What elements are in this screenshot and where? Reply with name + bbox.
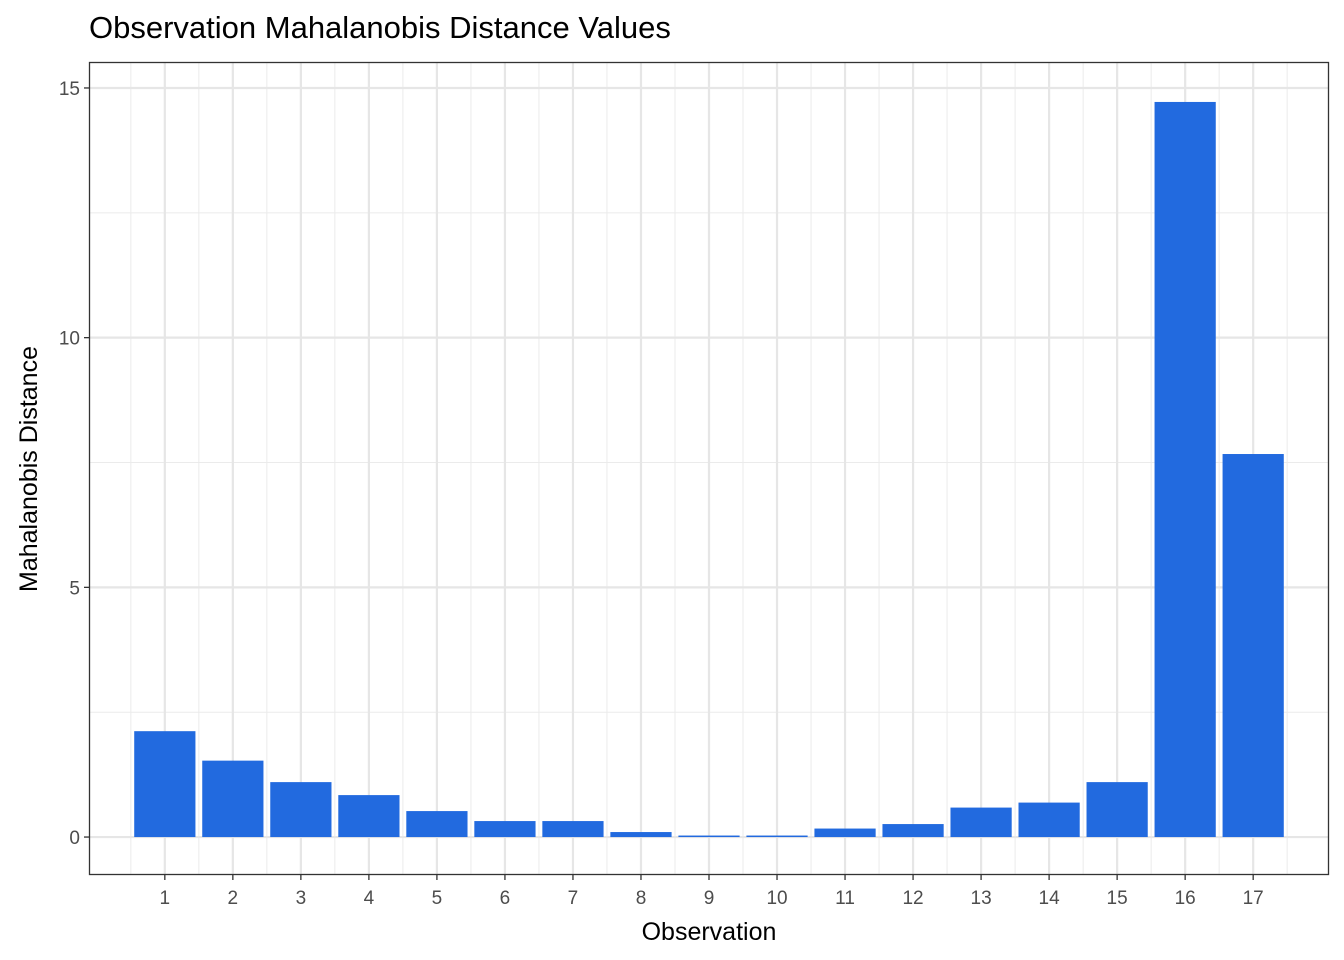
- y-tick-label: 5: [69, 578, 80, 599]
- x-tick-label: 9: [704, 888, 715, 909]
- bar-2: [202, 760, 264, 838]
- x-tick-label: 4: [364, 888, 375, 909]
- bar-3: [270, 782, 332, 838]
- bar-5: [406, 811, 468, 838]
- bar-12: [882, 824, 944, 838]
- x-tick-label: 15: [1107, 888, 1128, 909]
- x-tick-label: 3: [296, 888, 307, 909]
- bar-7: [542, 821, 604, 838]
- bar-1: [134, 731, 196, 838]
- bar-15: [1086, 782, 1148, 838]
- y-tick-label: 0: [69, 828, 80, 849]
- bar-11: [814, 828, 876, 838]
- bar-14: [1018, 802, 1080, 838]
- x-tick-label: 5: [432, 888, 443, 909]
- y-tick-label: 10: [59, 329, 80, 350]
- grid-lines: [90, 63, 1328, 874]
- chart-title: Observation Mahalanobis Distance Values: [89, 10, 671, 45]
- x-tick-label: 16: [1175, 888, 1196, 909]
- bars: [134, 101, 1284, 838]
- bar-16: [1154, 101, 1216, 838]
- bar-8: [610, 832, 672, 838]
- x-axis-title: Observation: [642, 918, 777, 946]
- x-tick-label: 8: [636, 888, 647, 909]
- bar-9: [678, 835, 740, 838]
- x-tick-label: 17: [1243, 888, 1264, 909]
- x-tick-label: 12: [902, 888, 923, 909]
- y-axis-title: Mahalanobis Distance: [15, 346, 43, 592]
- bar-10: [746, 835, 808, 838]
- x-tick-label: 2: [228, 888, 239, 909]
- bar-4: [338, 795, 400, 838]
- y-tick-label: 15: [59, 79, 80, 100]
- x-tick-label: 13: [971, 888, 992, 909]
- x-tick-label: 7: [568, 888, 579, 909]
- bar-6: [474, 821, 536, 838]
- x-tick-label: 1: [160, 888, 171, 909]
- bar-17: [1222, 454, 1284, 838]
- x-tick-label: 10: [766, 888, 787, 909]
- bar-13: [950, 807, 1012, 838]
- x-tick-label: 6: [500, 888, 511, 909]
- x-tick-label: 11: [835, 888, 855, 909]
- x-tick-label: 14: [1039, 888, 1061, 909]
